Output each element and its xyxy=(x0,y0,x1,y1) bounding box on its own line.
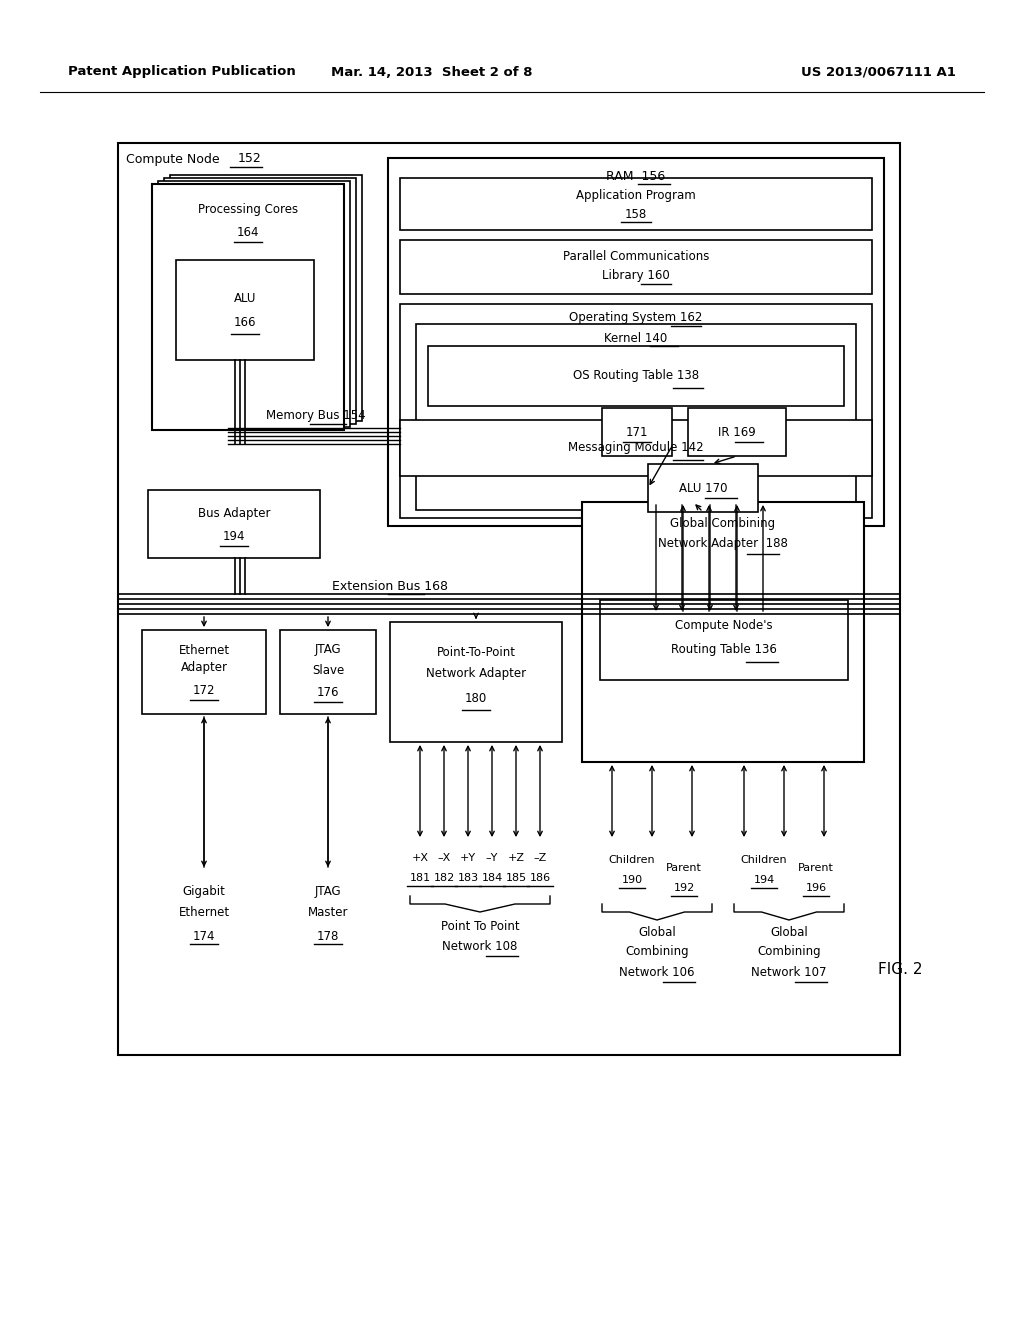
Text: Children: Children xyxy=(740,855,787,865)
Bar xyxy=(602,408,672,455)
Text: Processing Cores: Processing Cores xyxy=(198,203,298,216)
Text: Mar. 14, 2013  Sheet 2 of 8: Mar. 14, 2013 Sheet 2 of 8 xyxy=(331,66,532,78)
Text: Parallel Communications: Parallel Communications xyxy=(563,249,710,263)
Text: 185: 185 xyxy=(506,873,526,883)
Text: ALU: ALU xyxy=(233,292,256,305)
Text: Master: Master xyxy=(308,906,348,919)
Text: Network Adapter  188: Network Adapter 188 xyxy=(658,537,787,550)
Text: –X: –X xyxy=(437,853,451,863)
Text: Gigabit: Gigabit xyxy=(182,886,225,899)
Text: 164: 164 xyxy=(237,226,259,239)
Bar xyxy=(152,183,344,430)
Text: Point To Point: Point To Point xyxy=(440,920,519,932)
Text: 178: 178 xyxy=(316,929,339,942)
Bar xyxy=(118,143,900,1055)
Bar xyxy=(400,178,872,230)
Text: 152: 152 xyxy=(238,153,262,165)
Text: US 2013/0067111 A1: US 2013/0067111 A1 xyxy=(801,66,956,78)
Text: Ethernet: Ethernet xyxy=(178,644,229,656)
Text: 158: 158 xyxy=(625,207,647,220)
Text: Patent Application Publication: Patent Application Publication xyxy=(68,66,296,78)
Bar xyxy=(148,490,319,558)
Bar xyxy=(400,304,872,517)
Text: Combining: Combining xyxy=(757,945,821,958)
Text: 181: 181 xyxy=(410,873,430,883)
Text: 194: 194 xyxy=(223,529,246,543)
Bar xyxy=(416,323,856,510)
Text: 183: 183 xyxy=(458,873,478,883)
Bar xyxy=(388,158,884,525)
Text: 186: 186 xyxy=(529,873,551,883)
Text: Global Combining: Global Combining xyxy=(671,517,775,531)
Bar xyxy=(688,408,786,455)
Text: 192: 192 xyxy=(674,883,694,894)
Bar xyxy=(176,260,314,360)
Text: Memory Bus 154: Memory Bus 154 xyxy=(266,409,366,422)
Text: Children: Children xyxy=(608,855,655,865)
Text: Point-To-Point: Point-To-Point xyxy=(436,645,515,659)
Text: RAM  156: RAM 156 xyxy=(606,169,666,182)
Text: +Z: +Z xyxy=(508,853,524,863)
Text: Network 106: Network 106 xyxy=(620,965,694,978)
Bar xyxy=(400,420,872,477)
Text: Parent: Parent xyxy=(666,863,701,873)
Text: 174: 174 xyxy=(193,929,215,942)
Text: Routing Table 136: Routing Table 136 xyxy=(671,644,777,656)
Bar xyxy=(170,176,362,421)
Text: Messaging Module 142: Messaging Module 142 xyxy=(568,441,703,454)
Text: Combining: Combining xyxy=(626,945,689,958)
Text: 194: 194 xyxy=(754,875,774,884)
Bar xyxy=(400,240,872,294)
Text: Library 160: Library 160 xyxy=(602,269,670,282)
Bar xyxy=(390,622,562,742)
Bar xyxy=(142,630,266,714)
Text: –Y: –Y xyxy=(485,853,499,863)
Text: 196: 196 xyxy=(806,883,826,894)
Text: Operating System 162: Operating System 162 xyxy=(569,312,702,325)
Text: Compute Node: Compute Node xyxy=(126,153,227,165)
Text: IR 169: IR 169 xyxy=(718,425,756,438)
Bar xyxy=(428,346,844,407)
Text: Network Adapter: Network Adapter xyxy=(426,668,526,681)
Text: Global: Global xyxy=(770,925,808,939)
Text: OS Routing Table 138: OS Routing Table 138 xyxy=(573,370,699,383)
Text: 171: 171 xyxy=(626,425,648,438)
Text: Slave: Slave xyxy=(312,664,344,676)
Text: JTAG: JTAG xyxy=(314,886,341,899)
Text: Bus Adapter: Bus Adapter xyxy=(198,507,270,520)
Text: JTAG: JTAG xyxy=(314,644,341,656)
Bar xyxy=(582,502,864,762)
Text: 180: 180 xyxy=(465,692,487,705)
Text: Kernel 140: Kernel 140 xyxy=(604,331,668,345)
Text: +Y: +Y xyxy=(460,853,476,863)
Bar xyxy=(164,178,356,424)
Text: Global: Global xyxy=(638,925,676,939)
Bar xyxy=(600,601,848,680)
Text: Network 108: Network 108 xyxy=(442,940,518,953)
Text: Ethernet: Ethernet xyxy=(178,906,229,919)
Text: Parent: Parent xyxy=(798,863,834,873)
Text: Compute Node's: Compute Node's xyxy=(675,619,773,632)
Text: Network 107: Network 107 xyxy=(752,965,826,978)
Text: Extension Bus 168: Extension Bus 168 xyxy=(332,579,449,593)
Text: Adapter: Adapter xyxy=(180,661,227,675)
Text: Application Program: Application Program xyxy=(577,190,696,202)
Bar xyxy=(280,630,376,714)
Text: 184: 184 xyxy=(481,873,503,883)
Text: 172: 172 xyxy=(193,684,215,697)
Bar xyxy=(648,465,758,512)
Text: +X: +X xyxy=(412,853,428,863)
Text: ALU 170: ALU 170 xyxy=(679,482,727,495)
Text: FIG. 2: FIG. 2 xyxy=(878,962,923,978)
Bar xyxy=(158,181,350,426)
Text: 182: 182 xyxy=(433,873,455,883)
Text: –Z: –Z xyxy=(534,853,547,863)
Text: 176: 176 xyxy=(316,685,339,698)
Text: 166: 166 xyxy=(233,315,256,329)
Text: 190: 190 xyxy=(622,875,643,884)
